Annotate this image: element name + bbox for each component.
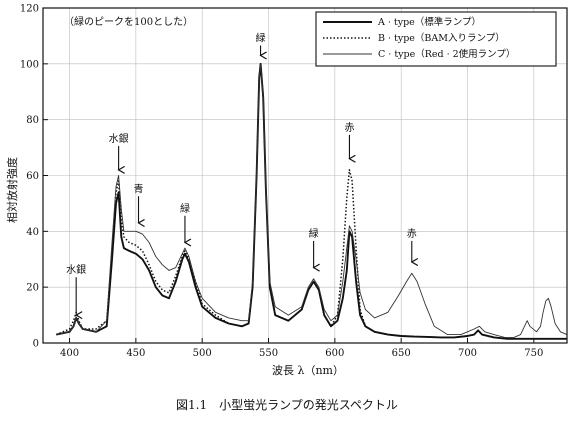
y-tick-label: 0 — [33, 339, 39, 350]
peak-label: 緑 — [180, 202, 190, 215]
y-tick-label: 40 — [26, 227, 39, 238]
figure-caption: 図1.1 小型蛍光ランプの発光スペクトル — [176, 398, 398, 412]
peak-label: 青 — [134, 182, 144, 195]
y-tick-label: 20 — [26, 283, 39, 294]
series-line-c — [56, 63, 568, 338]
x-tick-label: 550 — [259, 348, 278, 359]
legend-entry: B · type（BAM入りランプ） — [378, 32, 505, 44]
peak-label: 水銀 — [66, 263, 86, 276]
peak-label: 緑 — [309, 227, 319, 240]
x-tick-label: 700 — [458, 348, 477, 359]
x-tick-label: 650 — [392, 348, 411, 359]
y-tick-label: 80 — [26, 115, 39, 126]
legend-entry: A · type（標準ランプ） — [377, 16, 481, 28]
x-tick-label: 400 — [60, 348, 79, 359]
peak-label: 水銀 — [109, 132, 129, 145]
peak-label: 赤 — [407, 228, 417, 240]
series-line-b — [56, 63, 567, 340]
x-axis-label: 波長 λ（nm） — [272, 364, 344, 377]
x-tick-label: 600 — [325, 348, 344, 359]
x-tick-label: 450 — [126, 348, 145, 359]
legend-box — [315, 11, 557, 67]
x-tick-label: 500 — [193, 348, 212, 359]
x-tick-label: 750 — [524, 348, 543, 359]
peak-label: 緑 — [256, 32, 266, 45]
series-line-a — [56, 62, 567, 340]
y-tick-label: 100 — [20, 59, 39, 70]
legend-entry: C · type（Red · 2使用ランプ） — [378, 48, 515, 60]
y-tick-label: 60 — [26, 171, 39, 182]
y-tick-label: 120 — [20, 4, 39, 15]
y-axis-label: 相対放射強度 — [5, 157, 19, 223]
chart-note: （緑のピークを100とした） — [64, 15, 193, 28]
peak-label: 赤 — [344, 122, 354, 134]
